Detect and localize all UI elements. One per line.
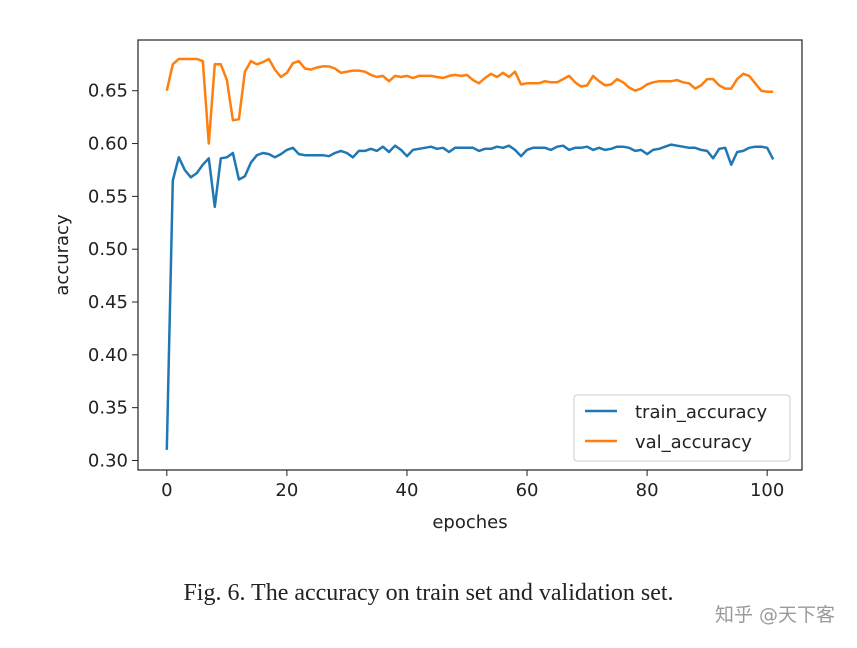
x-tick-label: 60 bbox=[516, 480, 539, 501]
y-tick-label: 0.60 bbox=[88, 134, 128, 155]
accuracy-chart: 0 20 40 60 80 100 0.30 0.35 0.40 0.45 0.50 0.55 0.60… bbox=[52, 39, 803, 533]
y-tick-label: 0.30 bbox=[88, 450, 128, 471]
x-tick-label: 20 bbox=[275, 480, 298, 501]
y-tick-label: 0.50 bbox=[88, 239, 128, 260]
x-tick-label: 0 bbox=[161, 480, 172, 501]
legend-label-val: val_accuracy bbox=[635, 432, 752, 453]
legend: train_accuracy val_accuracy bbox=[573, 394, 791, 462]
x-tick-label: 40 bbox=[396, 480, 419, 501]
y-tick-label: 0.40 bbox=[88, 345, 128, 366]
y-tick-label: 0.65 bbox=[88, 81, 128, 102]
x-tick-label: 80 bbox=[636, 480, 659, 501]
y-tick-label: 0.55 bbox=[88, 186, 128, 207]
x-axis-label: epoches bbox=[432, 512, 507, 533]
x-tick-label: 100 bbox=[750, 480, 784, 501]
figure-caption: Fig. 6. The accuracy on train set and va… bbox=[183, 580, 674, 606]
y-tick-label: 0.45 bbox=[88, 292, 128, 313]
y-axis-label: accuracy bbox=[52, 214, 73, 296]
legend-label-train: train_accuracy bbox=[635, 402, 767, 423]
watermark: 知乎 @天下客 bbox=[714, 604, 835, 626]
series-line-val_accuracy bbox=[165, 57, 774, 145]
y-tick-label: 0.35 bbox=[88, 398, 128, 419]
axes-frame bbox=[137, 39, 803, 471]
series-line-train_accuracy bbox=[165, 143, 775, 450]
